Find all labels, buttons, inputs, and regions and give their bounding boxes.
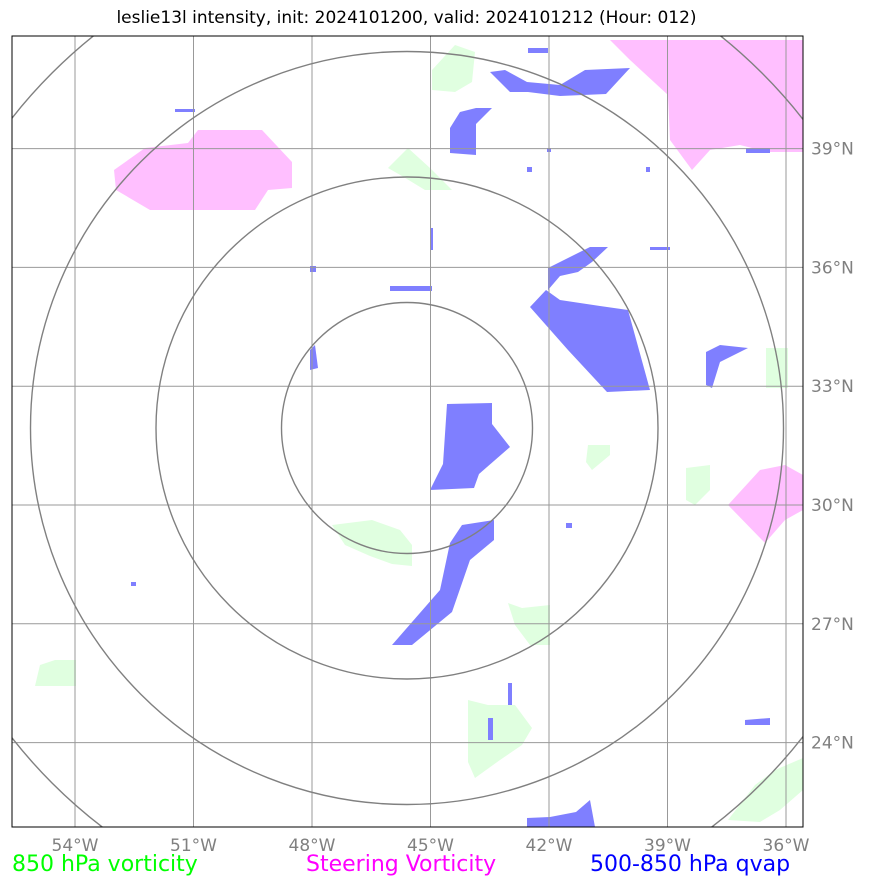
qvap-area [646,167,650,172]
steering-vorticity-area [610,40,803,170]
qvap-area [527,800,595,827]
vorticity-850-area [586,445,610,470]
map-title: leslie13l intensity, init: 2024101200, v… [116,8,697,28]
qvap-area [131,582,136,586]
qvap-area [745,718,770,725]
longitude-tick-label: 42°W [526,836,573,856]
qvap-area [566,523,572,528]
range-ring [155,176,659,680]
axis-tick-labels: 54°W 51°W 48°W 45°W 42°W 39°W 36°W 39°N 36°N 33°N… [52,140,854,856]
map-frame [11,35,804,828]
qvap-area [175,109,195,112]
vorticity-850-area [388,148,452,190]
qvap-area [527,167,532,172]
vorticity-850-area [686,465,710,505]
vorticity-850-area [728,758,803,822]
qvap-area [430,403,510,490]
qvap-area [508,683,512,705]
range-ring [29,50,785,806]
latitude-tick-label: 24°N [811,734,854,754]
latitude-tick-label: 27°N [811,615,854,635]
vorticity-850-area [468,700,532,778]
longitude-tick-label: 39°W [644,836,691,856]
legend-steering-vorticity: Steering Vorticity [306,852,497,877]
latitude-tick-label: 33°N [811,377,854,397]
latitude-tick-label: 36°N [811,258,854,278]
legend-850hpa-vorticity: 850 hPa vorticity [12,852,198,877]
qvap-area [392,520,494,645]
vorticity-850-area [766,348,788,388]
vorticity-850-area [432,45,475,92]
steering-vorticity-area [114,130,292,210]
qvap-layer [131,48,770,827]
steering-vorticity-area [728,465,803,543]
longitude-tick-label: 36°W [763,836,810,856]
latitude-tick-label: 30°N [811,496,854,516]
longitude-tick-label: 48°W [289,836,336,856]
longitude-tick-label: 54°W [52,836,99,856]
qvap-area [390,286,432,291]
qvap-area [530,290,650,392]
qvap-area [650,247,670,250]
latitude-tick-label: 39°N [811,140,854,160]
steering-vorticity-layer [114,40,803,543]
qvap-area [548,247,608,290]
qvap-area [528,48,548,53]
vorticity-850-area [35,660,76,686]
qvap-area [310,345,318,370]
vorticity-850-area [332,520,412,566]
qvap-area [746,148,770,153]
longitude-tick-label: 45°W [407,836,454,856]
qvap-area [450,108,492,155]
longitude-tick-label: 51°W [170,836,217,856]
qvap-area [490,68,630,96]
range-ring [280,301,534,555]
qvap-area [488,718,493,740]
graticule [12,36,803,827]
legend-qvap: 500-850 hPa qvap [590,852,791,877]
qvap-area [706,345,748,388]
